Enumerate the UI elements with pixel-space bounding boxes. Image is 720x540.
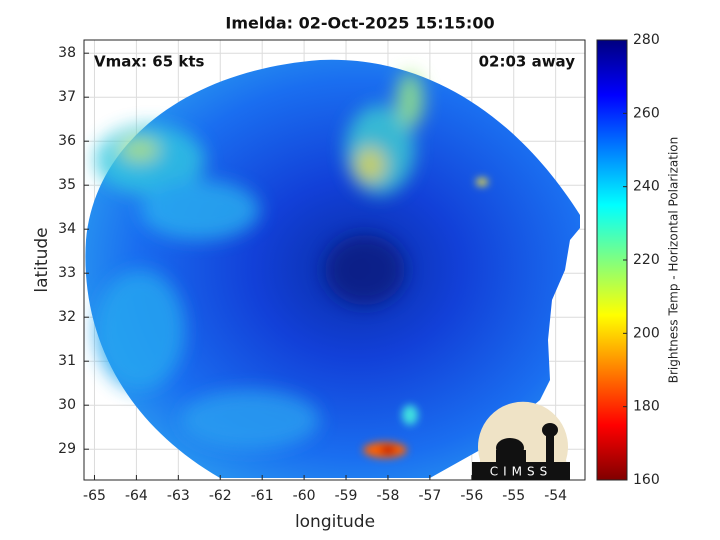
y-tick-label: 31 [58,353,76,369]
annotation: 02:03 away [479,53,576,71]
plot-frame [83,39,586,481]
x-tick-label: -58 [377,488,400,504]
logo: CIMSS [472,401,570,480]
y-tick-label: 35 [58,177,76,193]
colorbar-tick-label: 160 [633,472,660,488]
colorbar-tick-label: 260 [633,105,660,121]
x-tick-label: -54 [544,488,567,504]
y-tick-label: 38 [58,45,76,61]
colorbar [596,39,628,481]
colorbar-label: Brightness Temp - Horizontal Polarizatio… [667,137,681,384]
chart-title: Imelda: 02-Oct-2025 15:15:00 [225,14,494,33]
y-tick-label: 30 [58,397,76,413]
colorbar-tick-label: 220 [633,252,660,268]
y-tick-label: 33 [58,265,76,281]
x-tick-label: -56 [460,488,483,504]
logo-text: CIMSS [490,465,553,479]
y-tick-label: 37 [58,89,76,105]
colorbar-tick-label: 180 [633,399,660,415]
y-tick-label: 34 [58,221,76,237]
colorbar-tick-label: 280 [633,32,660,48]
x-tick-label: -62 [209,488,232,504]
colorbar-tick-label: 200 [633,325,660,341]
swath-image [85,59,580,479]
x-tick-label: -55 [502,488,525,504]
x-tick-label: -59 [335,488,358,504]
x-tick-label: -63 [167,488,190,504]
annotation: Vmax: 65 kts [94,53,204,71]
y-tick-label: 29 [58,441,76,457]
x-axis-label: longitude [295,512,375,532]
x-tick-label: -57 [418,488,441,504]
x-tick-label: -64 [125,488,148,504]
colorbar-tick-label: 240 [633,179,660,195]
y-axis-label: latitude [32,227,52,292]
y-tick-label: 32 [58,309,76,325]
x-tick-label: -60 [293,488,316,504]
y-tick-label: 36 [58,133,76,149]
x-tick-label: -65 [83,488,106,504]
x-tick-label: -61 [251,488,274,504]
